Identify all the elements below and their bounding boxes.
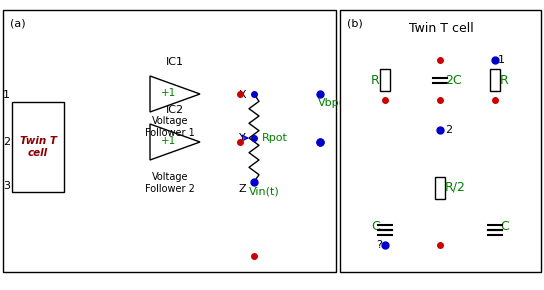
Text: Y: Y [239, 133, 246, 143]
Text: X: X [238, 90, 246, 100]
Text: Z: Z [238, 184, 246, 194]
Bar [435, 177, 445, 198]
Text: 2C: 2C [445, 73, 462, 86]
Text: +1: +1 [162, 88, 177, 98]
Text: 3: 3 [3, 181, 10, 191]
Text: 2: 2 [445, 125, 452, 135]
Bar [380, 69, 390, 91]
Text: IC1: IC1 [166, 57, 184, 67]
Text: C: C [371, 220, 380, 233]
Text: C: C [500, 220, 509, 233]
Text: Twin T
cell: Twin T cell [20, 136, 57, 158]
Text: 1: 1 [3, 90, 10, 100]
Text: Vin(t): Vin(t) [249, 186, 280, 196]
Bar [3, 10, 336, 272]
Text: ?: ? [376, 240, 382, 250]
Text: Vbp(t): Vbp(t) [318, 98, 353, 108]
Bar [490, 69, 500, 91]
Text: 1: 1 [498, 55, 505, 65]
Text: Voltage
Follower 2: Voltage Follower 2 [145, 172, 195, 194]
Text: R: R [371, 73, 380, 86]
Bar [340, 10, 541, 272]
Text: IC2: IC2 [166, 105, 184, 115]
Text: +1: +1 [162, 136, 177, 146]
Bar [12, 102, 64, 192]
Text: Voltage
Follower 1: Voltage Follower 1 [145, 116, 195, 137]
Text: (b): (b) [347, 18, 363, 28]
Text: 2: 2 [3, 137, 10, 147]
Text: R: R [500, 73, 509, 86]
Text: Twin T cell: Twin T cell [409, 22, 473, 35]
Text: Rpot: Rpot [262, 133, 288, 143]
Text: R/2: R/2 [445, 181, 466, 194]
Text: (a): (a) [10, 18, 26, 28]
